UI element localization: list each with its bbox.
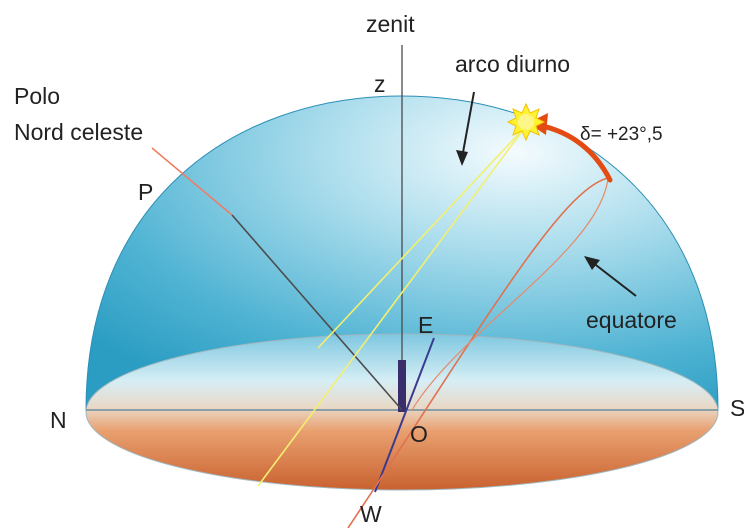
label-p: P [138,179,153,205]
diurnal-arc-line-2 [257,125,527,487]
arco-diurno-pointer [461,91,475,159]
declination-arrow [539,123,613,183]
label-zenit: zenit [366,11,415,37]
equatore-pointer [591,261,637,297]
label-declination: δ= +23°,5 [580,124,663,145]
label-s: S [730,395,744,421]
polar-axis-outer [151,147,233,216]
arco-diurno-pointer-head [456,150,468,166]
label-w: W [360,501,382,527]
label-o: O [410,421,428,447]
celestial-equator-back [411,177,609,411]
east-west-line [374,337,435,493]
label-n: N [50,407,67,433]
diurnal-arc-line-1 [317,125,527,349]
label-e: E [418,312,433,338]
polar-axis [231,214,403,411]
label-equatore: equatore [586,307,677,333]
zenith-axis-base [398,360,406,412]
equatore-pointer-head [584,256,600,270]
sun-icon [506,102,546,142]
label-nord-celeste: Nord celeste [14,119,143,145]
label-arco-diurno: arco diurno [455,51,570,77]
label-polo: Polo [14,83,60,109]
label-z: z [374,71,386,97]
celestial-equator [347,177,609,528]
